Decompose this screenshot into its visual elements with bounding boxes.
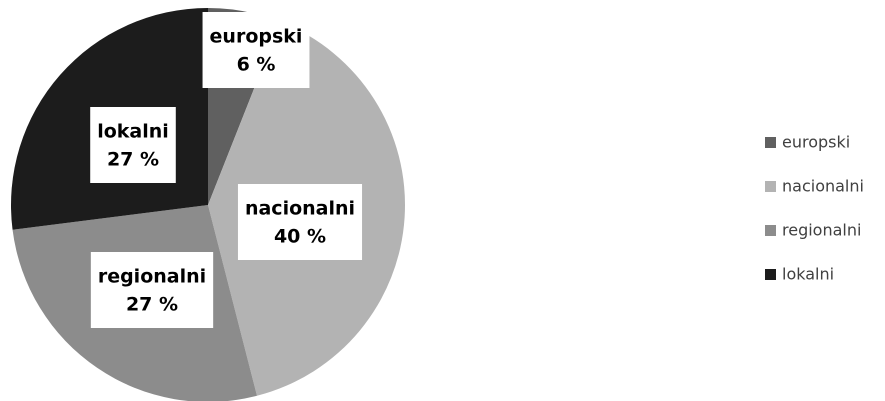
data-label-box bbox=[237, 184, 363, 260]
data-label-box bbox=[90, 252, 214, 328]
legend-swatch bbox=[765, 137, 776, 148]
data-label: regionalni 27 % bbox=[90, 252, 214, 328]
data-label-value: 40 % bbox=[274, 226, 326, 248]
data-label-value: 27 % bbox=[107, 149, 159, 171]
data-label-value: 27 % bbox=[126, 294, 178, 316]
legend-label: nacionalni bbox=[782, 177, 864, 196]
data-label-name: europski bbox=[210, 26, 303, 48]
legend-label: lokalni bbox=[782, 265, 834, 284]
data-label-box bbox=[90, 107, 176, 183]
data-label-name: nacionalni bbox=[245, 198, 355, 220]
legend-swatch bbox=[765, 269, 776, 280]
legend-label: europski bbox=[782, 133, 850, 152]
data-label-value: 6 % bbox=[237, 54, 276, 76]
data-label: lokalni 27 % bbox=[90, 107, 176, 183]
data-label-name: lokalni bbox=[97, 121, 169, 143]
data-label: nacionalni 40 % bbox=[237, 184, 363, 260]
legend-swatch bbox=[765, 225, 776, 236]
data-label-name: regionalni bbox=[98, 266, 206, 288]
data-label: europski 6 % bbox=[202, 12, 310, 88]
legend-swatch bbox=[765, 181, 776, 192]
data-label-box bbox=[202, 12, 310, 88]
legend-label: regionalni bbox=[782, 221, 861, 240]
